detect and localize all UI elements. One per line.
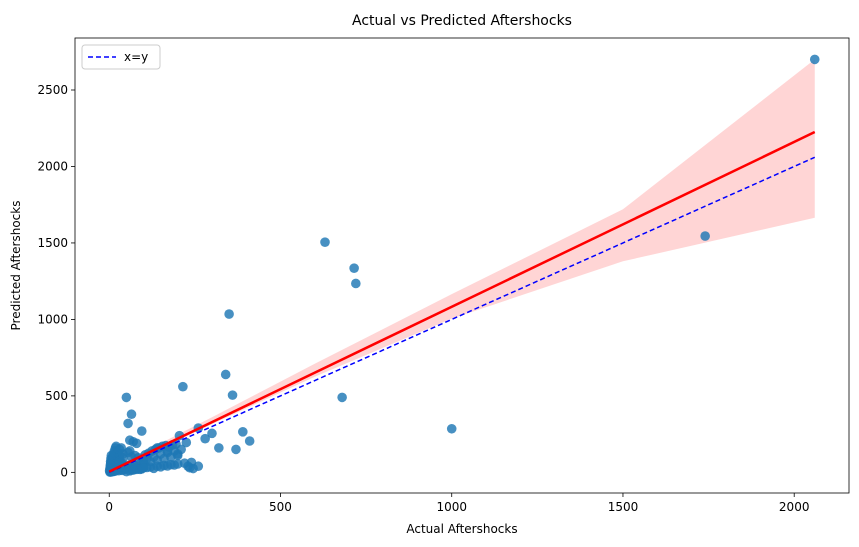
scatter-point (220, 369, 231, 380)
scatter-point (214, 443, 224, 453)
scatter-point (349, 263, 359, 273)
scatter-point (337, 392, 347, 403)
legend-box (81, 44, 161, 70)
scatter-point (123, 418, 133, 429)
y-tick-label: 2500 (37, 83, 68, 97)
scatter-point (231, 444, 241, 455)
x-tick-label: 2000 (779, 500, 810, 514)
y-tick-label: 0 (60, 465, 68, 479)
x-axis-label: Actual Aftershocks (406, 522, 517, 536)
x-tick-label: 1000 (436, 500, 467, 514)
scatter-point (227, 390, 238, 400)
scatter-point (162, 446, 173, 456)
scatter-point (446, 423, 457, 434)
scatter-point (126, 409, 137, 420)
scatter-point (181, 437, 192, 448)
scatter-point (224, 309, 234, 319)
y-tick-label: 1000 (37, 312, 68, 326)
scatter-point (178, 381, 188, 392)
identity-line (108, 156, 816, 474)
regression-line (108, 130, 816, 473)
scatter-point (106, 450, 117, 461)
scatter-point (700, 231, 710, 241)
scatter-point (172, 450, 183, 461)
x-tick-label: 500 (269, 500, 292, 514)
scatter-point (183, 461, 193, 472)
scatter-point (121, 392, 132, 403)
y-axis: 0 500 1000 1500 2000 2500 (37, 83, 75, 479)
scatter-point (809, 54, 820, 65)
y-tick-label: 500 (45, 389, 68, 403)
scatter-point (351, 278, 361, 289)
scatter-point (131, 438, 142, 449)
chart-title: Actual vs Predicted Aftershocks (352, 13, 572, 29)
legend: x=y (81, 44, 161, 70)
axes-frame (74, 37, 850, 494)
scatter-point (200, 433, 210, 444)
scatter-point (238, 427, 248, 437)
legend-label-x-equals-y: x=y (124, 50, 148, 64)
x-tick-label: 0 (105, 500, 113, 514)
scatter-point (320, 237, 330, 247)
y-tick-label: 2000 (37, 159, 68, 173)
scatter-point (138, 462, 149, 473)
scatter-point (193, 461, 204, 472)
plot-area (104, 54, 820, 477)
scatter-point (207, 428, 217, 439)
y-axis-label: Predicted Aftershocks (9, 201, 23, 331)
x-tick-label: 1500 (608, 500, 639, 514)
scatter-point (244, 436, 255, 446)
x-axis: 0 500 1000 1500 2000 (105, 493, 809, 514)
scatter-point (136, 426, 147, 436)
y-tick-label: 1500 (37, 236, 68, 250)
